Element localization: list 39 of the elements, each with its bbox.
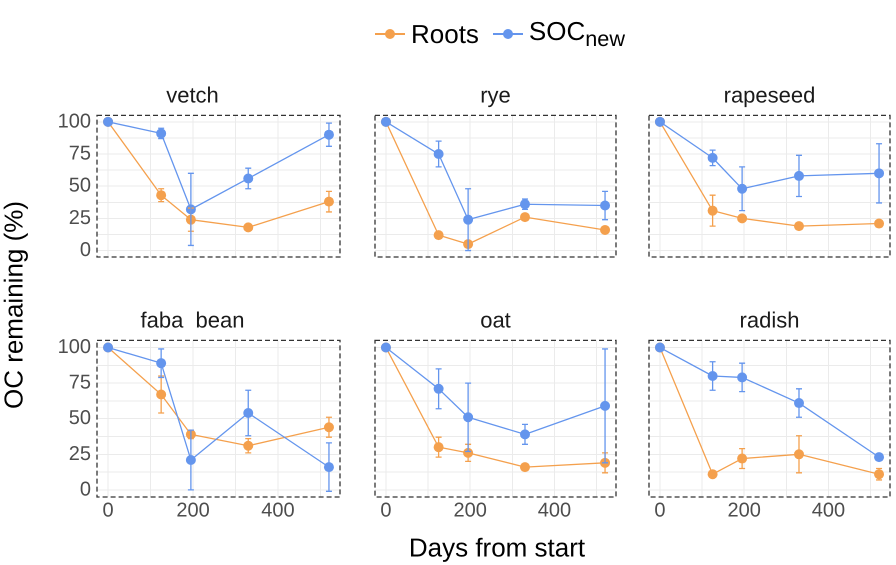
- y-axis-title: OC remaining (%): [0, 200, 30, 410]
- point: [708, 469, 718, 480]
- y-tick-label: 75: [68, 142, 91, 165]
- y-tick-label: 100: [58, 110, 91, 132]
- legend-label: Roots: [411, 18, 479, 50]
- y-tick-label: 75: [68, 372, 91, 394]
- point: [520, 212, 530, 222]
- point: [520, 462, 530, 472]
- y-tick-label: 25: [68, 442, 91, 465]
- x-tick-label: 0: [102, 500, 114, 522]
- x-tick-label: 200: [454, 500, 487, 522]
- point: [794, 221, 804, 232]
- x-tick-label: 400: [538, 500, 572, 522]
- chart-title: oat: [480, 307, 511, 332]
- legend-label: SOC$_{new}$: [528, 16, 625, 52]
- y-tick-label: 50: [68, 407, 91, 430]
- x-tick-label: 400: [261, 500, 295, 522]
- x-tick-label: 200: [176, 500, 210, 522]
- x-tick-label: 400: [812, 500, 846, 522]
- x-tick-label: 0: [654, 500, 666, 522]
- x-tick-label: 0: [380, 500, 392, 522]
- point: [874, 452, 884, 462]
- point: [600, 224, 610, 235]
- chart-title: rye: [480, 82, 511, 108]
- chart-title: rapeseed: [724, 82, 816, 108]
- y-tick-label: 100: [58, 336, 91, 358]
- chart-title: radish: [740, 307, 800, 332]
- y-tick-label: 50: [68, 174, 91, 197]
- point: [434, 230, 444, 240]
- x-axis-title: Days from start: [408, 532, 586, 564]
- y-tick-label: 0: [80, 478, 91, 500]
- x-tick-label: 200: [728, 500, 761, 522]
- point: [874, 218, 884, 229]
- chart-title: vetch: [166, 82, 219, 108]
- y-tick-label: 25: [68, 206, 91, 229]
- chart-title: faba bean: [140, 307, 244, 332]
- point: [243, 222, 254, 232]
- point: [737, 213, 748, 224]
- y-tick-label: 0: [80, 239, 91, 262]
